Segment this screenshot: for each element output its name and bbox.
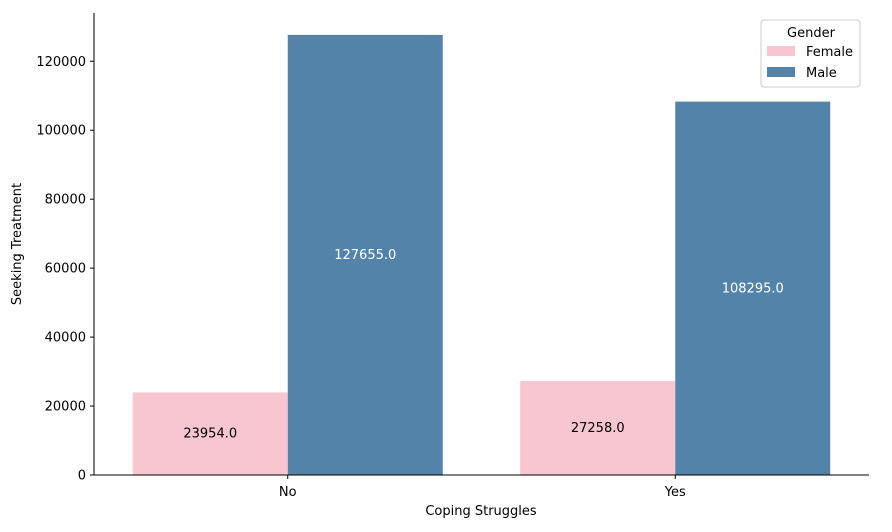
y-tick-label: 60000	[45, 262, 86, 277]
x-tick-label: No	[279, 485, 297, 500]
bar-male-yes	[675, 101, 831, 476]
legend-swatch-male	[767, 67, 795, 77]
bar-label-male-no: 127655.0	[334, 248, 396, 263]
y-tick-label: 40000	[45, 331, 86, 346]
y-tick-label: 100000	[36, 124, 86, 139]
bar-male-no	[287, 34, 443, 476]
bar-female-no	[132, 392, 288, 475]
legend-label-male: Male	[806, 66, 837, 81]
bar-label-male-yes: 108295.0	[722, 281, 784, 296]
legend-items: Female Male	[767, 45, 853, 81]
x-axis-label: Coping Struggles	[425, 504, 537, 519]
legend-label-female: Female	[806, 45, 853, 60]
bars-layer	[132, 34, 831, 476]
legend: Gender Female Male	[760, 19, 861, 88]
bar-labels-layer: 23954.0 27258.0 127655.0 108295.0	[183, 248, 783, 442]
axes-layer	[93, 13, 869, 476]
y-tick-label: 20000	[45, 400, 86, 415]
y-tick-label: 120000	[36, 55, 86, 70]
y-axis-label: Seeking Treatment	[10, 183, 25, 305]
x-tick-label: Yes	[664, 485, 686, 500]
x-ticks-layer: No Yes	[279, 475, 686, 500]
y-tick-label: 80000	[45, 193, 86, 208]
bar-female-yes	[520, 381, 676, 475]
legend-title: Gender	[787, 26, 836, 41]
y-ticks-layer: 0 20000 40000 60000 80000 100000 120000	[36, 55, 94, 484]
bar-label-female-no: 23954.0	[183, 427, 237, 442]
y-tick-label: 0	[78, 469, 86, 484]
bar-label-female-yes: 27258.0	[571, 421, 625, 436]
legend-swatch-female	[767, 46, 795, 56]
